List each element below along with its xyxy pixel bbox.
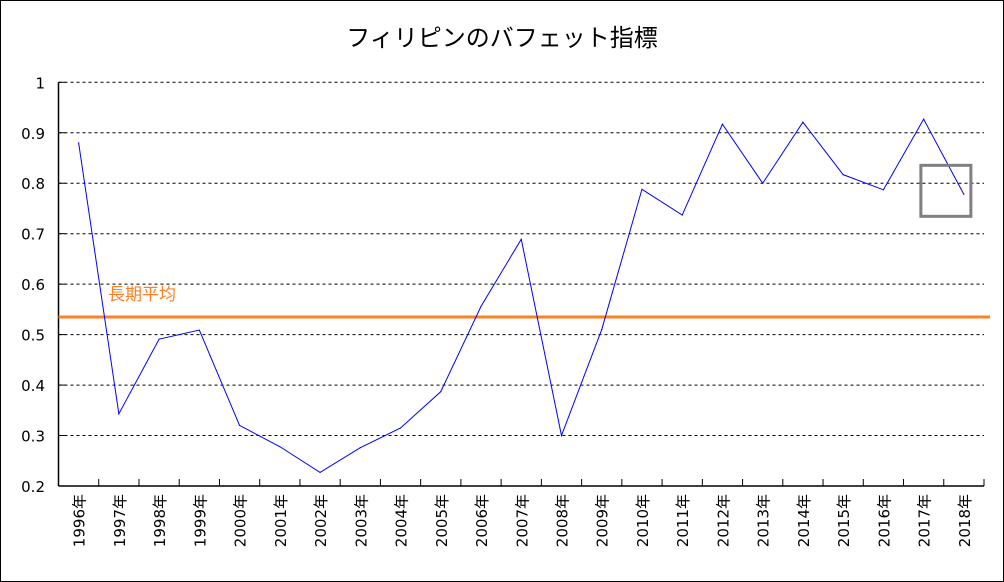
data-point [198, 329, 200, 331]
x-tick-label: 1996年 [71, 494, 89, 547]
y-tick-label: 0.4 [21, 377, 45, 395]
x-tick-label: 2006年 [473, 494, 491, 547]
data-point [520, 238, 522, 240]
average-label: 長期平均 [108, 285, 176, 305]
data-point [480, 305, 482, 307]
data-point [118, 413, 120, 415]
data-point [319, 471, 321, 473]
x-tick-label: 1997年 [111, 494, 129, 547]
data-point [681, 214, 683, 216]
data-point [399, 427, 402, 429]
data-point [279, 446, 281, 448]
x-tick-label: 1999年 [191, 494, 209, 547]
data-point [440, 391, 442, 393]
data-point [882, 189, 885, 191]
x-tick-label: 2011年 [674, 494, 692, 547]
y-tick-label: 1 [35, 74, 45, 92]
data-point [601, 328, 603, 331]
y-tick-label: 0.5 [21, 327, 45, 345]
x-tick-label: 2013年 [755, 494, 773, 547]
x-tick-label: 2017年 [916, 494, 934, 547]
y-tick-label: 0.9 [21, 125, 45, 143]
data-point [721, 123, 724, 125]
data-point [923, 118, 925, 120]
data-point [762, 182, 764, 184]
x-tick-label: 2000年 [232, 494, 250, 547]
x-tick-label: 2012年 [714, 494, 732, 547]
data-point [78, 142, 80, 144]
data-point [802, 121, 804, 123]
x-tick-label: 2007年 [513, 494, 531, 547]
data-point [842, 174, 844, 176]
highlight-box [919, 163, 973, 218]
y-tick-label: 0.2 [21, 478, 45, 496]
y-tick-label: 0.8 [21, 175, 45, 193]
y-tick-label: 0.3 [21, 428, 45, 446]
series-line [78, 118, 965, 473]
data-point [158, 338, 160, 340]
y-tick-label: 0.6 [21, 276, 45, 294]
x-tick-label: 2002年 [312, 494, 330, 547]
x-tick-label: 2008年 [553, 494, 571, 547]
x-tick-label: 2014年 [795, 494, 813, 547]
x-tick-label: 2016年 [875, 494, 893, 547]
x-tick-label: 2003年 [352, 494, 370, 547]
x-tick-label: 1998年 [151, 494, 169, 547]
x-tick-label: 2015年 [835, 494, 853, 547]
x-tick-label: 2010年 [634, 494, 652, 547]
data-point [560, 434, 563, 437]
data-point [963, 193, 965, 195]
data-point [641, 188, 643, 190]
y-tick-label: 0.7 [21, 226, 45, 244]
x-tick-label: 2005年 [433, 494, 451, 547]
x-tick-label: 2004年 [393, 494, 411, 547]
x-tick-label: 2001年 [272, 494, 290, 547]
x-tick-label: 2018年 [956, 494, 974, 547]
data-point [359, 447, 361, 449]
chart-title: フィリピンのバフェット指標 [346, 24, 658, 52]
x-tick-label: 2009年 [594, 494, 612, 547]
data-point [238, 424, 241, 427]
